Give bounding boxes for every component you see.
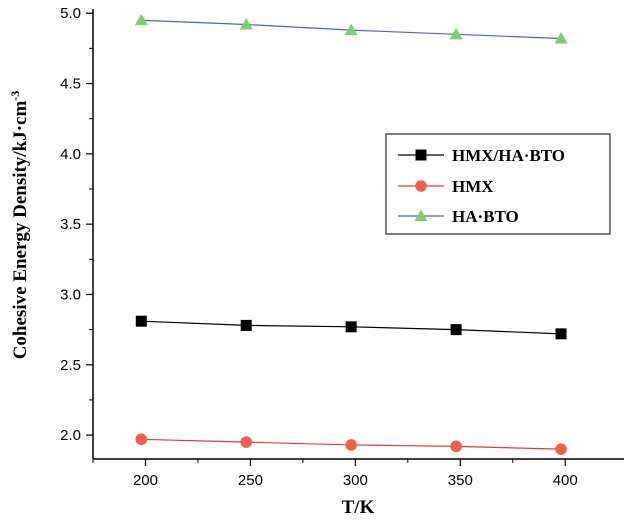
series-layer xyxy=(134,13,568,455)
x-axis-ticks: 200 250 300 350 400 xyxy=(92,459,578,489)
x-tick-label: 350 xyxy=(448,472,473,489)
legend-marker xyxy=(415,149,427,161)
series-1 xyxy=(135,433,567,455)
legend-label: HMX/HA·BTO xyxy=(452,146,565,165)
legend-marker xyxy=(415,180,427,192)
data-point xyxy=(344,23,358,36)
x-tick-label: 200 xyxy=(133,472,158,489)
data-point xyxy=(135,315,147,327)
data-point xyxy=(134,13,148,26)
y-axis-label: Cohesive Energy Density/kJ·cm-3 xyxy=(8,91,31,360)
y-tick-label: 5.0 xyxy=(60,5,81,22)
legend-item: HMX/HA·BTO xyxy=(398,146,565,165)
series-2 xyxy=(134,13,568,44)
y-tick-label: 4.0 xyxy=(60,146,81,163)
data-point xyxy=(554,32,568,44)
series-0 xyxy=(135,315,567,340)
data-point xyxy=(345,439,357,451)
data-point xyxy=(555,328,567,340)
data-point xyxy=(135,433,148,446)
legend-marker xyxy=(414,209,428,221)
x-axis-label: T/K xyxy=(342,497,375,518)
x-tick-label: 250 xyxy=(238,472,263,489)
y-tick-label: 4.5 xyxy=(60,76,81,93)
x-tick-label: 400 xyxy=(553,472,578,489)
data-point xyxy=(450,324,462,336)
data-point xyxy=(449,27,463,40)
data-point xyxy=(450,440,462,453)
data-point xyxy=(345,321,357,333)
y-tick-label: 2.0 xyxy=(60,427,81,444)
y-axis-label-superscript: -3 xyxy=(8,91,22,101)
y-tick-label: 2.5 xyxy=(60,357,81,374)
data-point xyxy=(555,443,567,455)
data-point xyxy=(240,319,252,331)
legend-label: HMX xyxy=(452,177,494,196)
y-tick-label: 3.5 xyxy=(60,216,81,233)
legend-item: HMX xyxy=(398,177,494,196)
y-tick-label: 3.0 xyxy=(60,286,81,303)
data-point xyxy=(239,17,253,30)
x-tick-label: 300 xyxy=(343,472,368,489)
y-axis-ticks: 2.0 2.5 3.0 3.5 4.0 4.5 5.0 xyxy=(60,5,93,444)
y-axis-label-text: Cohesive Energy Density/kJ·cm xyxy=(10,101,31,360)
data-point xyxy=(240,436,253,448)
legend: HMX/HA·BTO HMX HA·BTO xyxy=(385,133,611,235)
legend-item: HA·BTO xyxy=(398,207,519,226)
legend-label: HA·BTO xyxy=(452,207,519,226)
